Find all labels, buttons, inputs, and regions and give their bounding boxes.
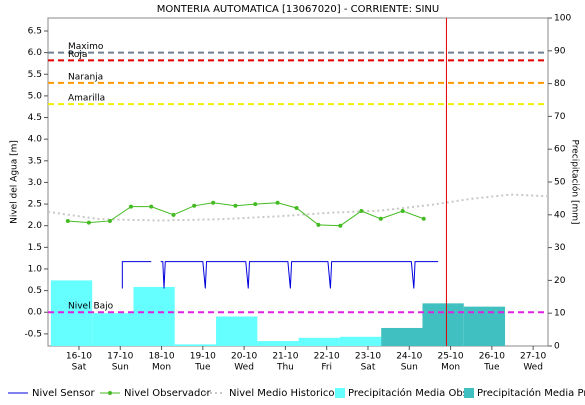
- observer-point: [378, 216, 383, 221]
- y2-tick-label: 90: [554, 46, 566, 56]
- y2-tick-label: 40: [554, 210, 566, 220]
- precip-bar: [92, 313, 134, 346]
- observer-point: [171, 212, 176, 217]
- y-tick-label: 5.0: [28, 91, 43, 101]
- legend-swatch: [464, 388, 474, 398]
- x-tick-label: 24-10: [396, 352, 422, 362]
- plot-area: [47, 17, 549, 347]
- legend-label: Precipitación Media Obs: [348, 387, 468, 399]
- threshold-label: Amarilla: [68, 94, 105, 104]
- x-tick-label: 27-10: [520, 352, 546, 362]
- y2-tick-label: 30: [554, 243, 566, 253]
- precip-bar: [422, 303, 464, 346]
- observer-line: [67, 202, 424, 227]
- observer-point: [211, 200, 216, 205]
- x-tick-day: Sun: [401, 363, 418, 373]
- observer-point: [275, 200, 280, 205]
- y-tick-label: 4.0: [28, 135, 43, 145]
- precip-bar: [339, 336, 382, 346]
- precip-bar: [133, 286, 175, 346]
- x-tick-day: Tue: [194, 363, 211, 373]
- x-tick-day: Wed: [234, 363, 254, 373]
- y-tick-label: 2.5: [28, 200, 42, 210]
- observer-point: [128, 204, 133, 209]
- y2-axis-label: Precipitación [mm]: [570, 139, 581, 224]
- legend-label: Nivel Observador: [124, 388, 211, 399]
- observer-point: [233, 203, 238, 208]
- observer-point: [149, 204, 154, 209]
- x-tick-day: Mon: [441, 363, 460, 373]
- threshold-label: Nivel Bajo: [68, 302, 114, 312]
- x-tick-day: Sat: [361, 363, 376, 373]
- x-tick-label: 16-10: [66, 352, 92, 362]
- observer-point: [65, 218, 70, 223]
- legend-marker: [108, 391, 112, 395]
- x-tick-label: 26-10: [479, 352, 505, 362]
- y-tick-label: 6.5: [28, 26, 42, 36]
- observer-point: [107, 218, 112, 223]
- precip-bar: [257, 341, 299, 346]
- legend-label: Nivel Medio Historico: [229, 388, 335, 399]
- threshold-label: Maximo: [68, 42, 104, 52]
- plot-layer: [48, 51, 548, 346]
- precip-bar: [216, 316, 258, 346]
- y-tick-label: 3.0: [28, 178, 43, 188]
- y-tick-label: -0.5: [24, 329, 42, 339]
- x-tick-label: 21-10: [272, 352, 298, 362]
- threshold-label: Roja: [68, 50, 87, 60]
- observer-point: [294, 205, 299, 210]
- observer-point: [192, 203, 197, 208]
- legend-swatch: [335, 388, 345, 398]
- y2-tick-label: 10: [554, 309, 566, 319]
- x-tick-day: Tue: [483, 363, 500, 373]
- y2-tick-label: 0: [554, 342, 560, 352]
- precip-bar: [381, 327, 423, 346]
- observer-point: [338, 223, 343, 228]
- x-tick-day: Wed: [523, 363, 543, 373]
- x-tick-label: 17-10: [107, 352, 133, 362]
- x-tick-day: Fri: [321, 363, 332, 373]
- x-tick-label: 20-10: [231, 352, 257, 362]
- x-tick-label: 23-10: [355, 352, 381, 362]
- x-tick-label: 22-10: [314, 352, 340, 362]
- y2-tick-label: 80: [554, 79, 566, 89]
- x-tick-label: 25-10: [437, 352, 463, 362]
- y2-tick-label: 70: [554, 112, 566, 122]
- y2-tick-label: 50: [554, 178, 566, 188]
- y-tick-label: 3.5: [28, 156, 42, 166]
- x-tick-label: 19-10: [190, 352, 216, 362]
- chart-title: MONTERIA AUTOMATICA [13067020] - CORRIEN…: [157, 4, 439, 15]
- observer-point: [400, 208, 405, 213]
- sensor-line: [160, 261, 439, 289]
- y2-tick-label: 100: [554, 14, 571, 24]
- y-tick-label: 4.5: [28, 113, 42, 123]
- observer-point: [86, 220, 91, 225]
- legend-label: Precipitación Media Pro: [477, 387, 585, 399]
- sensor-line: [121, 261, 152, 289]
- observer-point: [316, 222, 321, 227]
- y-tick-label: 0.0: [28, 308, 43, 318]
- x-tick-label: 18-10: [148, 352, 174, 362]
- observer-point: [253, 202, 258, 207]
- x-tick-day: Mon: [152, 363, 171, 373]
- y-tick-label: 1.0: [28, 264, 43, 274]
- y-axis-label: Nivel del Agua [m]: [10, 140, 20, 224]
- y2-tick-label: 60: [554, 145, 566, 155]
- threshold-label: Naranja: [68, 72, 103, 82]
- x-tick-day: Sat: [72, 363, 87, 373]
- y-tick-label: 2.0: [28, 221, 43, 231]
- y-tick-label: 1.5: [28, 243, 42, 253]
- x-tick-day: Sun: [112, 363, 129, 373]
- y-tick-label: 5.5: [28, 70, 42, 80]
- precip-bar: [298, 337, 340, 346]
- precip-bar: [174, 344, 217, 346]
- legend-label: Nivel Sensor: [32, 388, 95, 399]
- y-tick-label: 0.5: [28, 286, 42, 296]
- y-tick-label: 6.0: [28, 48, 43, 58]
- y2-tick-label: 20: [554, 276, 566, 286]
- observer-point: [359, 208, 364, 213]
- x-tick-day: Thu: [276, 363, 294, 373]
- observer-point: [421, 216, 426, 221]
